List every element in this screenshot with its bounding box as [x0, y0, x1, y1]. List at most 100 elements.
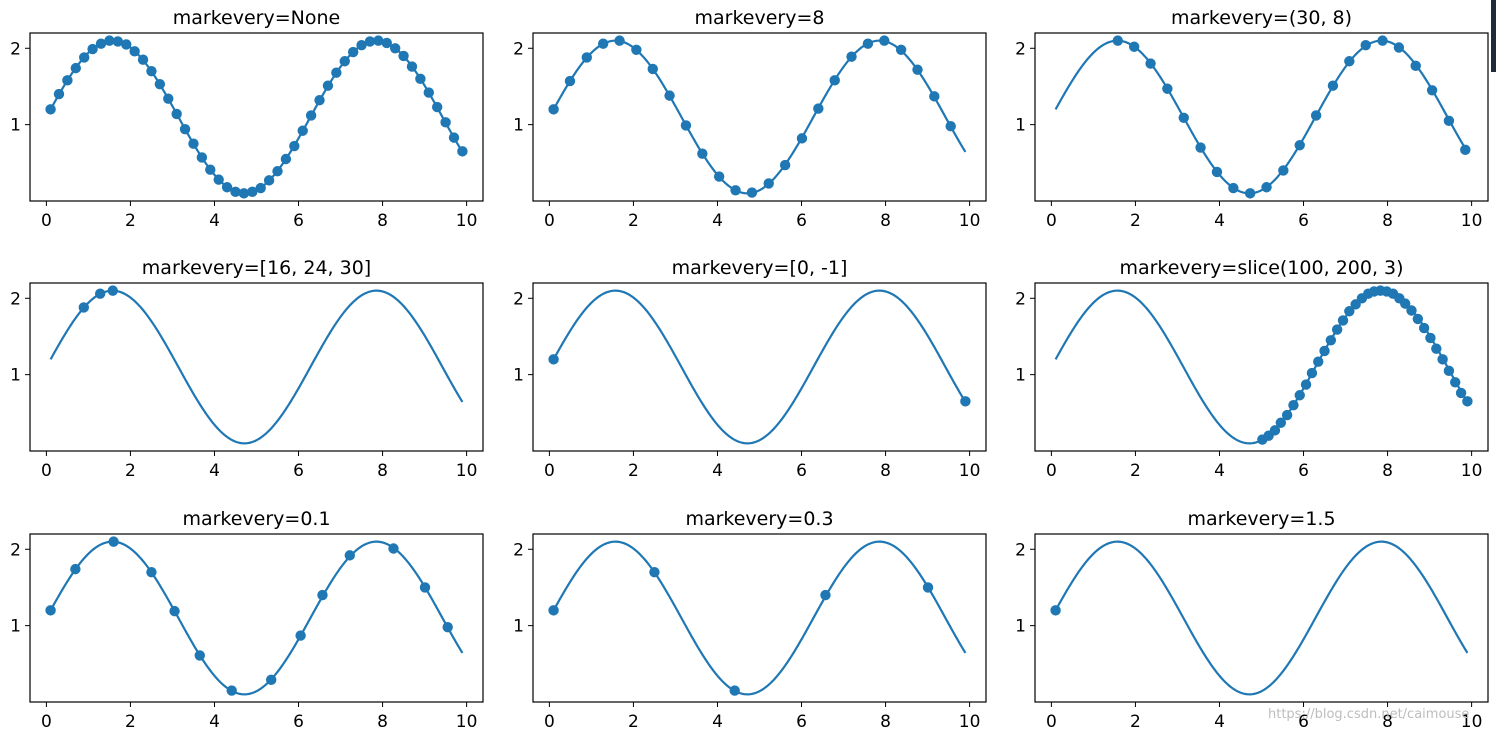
data-point-marker	[317, 589, 328, 601]
data-point-marker	[1455, 387, 1467, 399]
data-point-marker	[305, 110, 317, 121]
subplot-title: markevery=1.5	[1187, 508, 1335, 530]
y-tick-label: 1	[1015, 366, 1026, 386]
x-tick-label: 8	[377, 461, 388, 481]
data-point-marker	[108, 536, 119, 547]
data-point-marker	[419, 582, 431, 593]
data-point-marker	[548, 104, 559, 115]
data-point-marker	[196, 152, 208, 163]
data-point-marker	[322, 80, 334, 91]
data-point-marker	[188, 138, 199, 149]
x-tick-label: 4	[209, 712, 220, 732]
y-tick-label: 1	[1015, 617, 1026, 637]
data-point-marker	[381, 37, 392, 49]
data-point-marker	[1443, 115, 1455, 127]
series-line	[1054, 289, 1469, 445]
data-point-marker	[779, 159, 791, 171]
x-tick-label: 4	[209, 461, 220, 481]
data-point-marker	[1300, 379, 1312, 390]
data-point-marker	[137, 54, 149, 65]
x-tick-label: 0	[544, 461, 555, 481]
subplot-title: markevery=0.3	[685, 508, 833, 530]
data-point-marker	[1431, 343, 1442, 354]
data-point-marker	[1377, 35, 1388, 46]
data-point-marker	[1450, 377, 1461, 388]
data-point-marker	[213, 174, 224, 185]
data-point-marker	[1281, 409, 1293, 421]
x-tick-label: 2	[125, 211, 136, 231]
series-line	[49, 289, 464, 445]
data-point-marker	[1344, 56, 1355, 67]
data-point-marker	[929, 91, 940, 102]
x-tick-label: 10	[456, 712, 478, 732]
data-point-marker	[647, 63, 658, 75]
data-point-marker	[680, 120, 692, 131]
data-point-marker	[205, 164, 216, 175]
x-tick-label: 10	[959, 712, 981, 732]
data-point-marker	[1145, 58, 1156, 69]
data-point-marker	[266, 674, 277, 686]
data-point-marker	[597, 38, 609, 49]
data-point-marker	[314, 95, 325, 106]
x-tick-label: 8	[377, 211, 388, 231]
data-point-marker	[895, 44, 907, 55]
x-tick-label: 8	[1382, 461, 1393, 481]
x-tick-label: 0	[41, 712, 52, 732]
y-tick-label: 2	[10, 540, 21, 560]
data-point-marker	[1319, 345, 1330, 357]
data-point-marker	[45, 605, 56, 616]
axes-frame	[29, 282, 484, 452]
x-tick-label: 4	[1214, 712, 1225, 732]
data-point-marker	[364, 36, 376, 47]
data-point-marker	[154, 78, 166, 90]
x-tick-label: 10	[959, 461, 981, 481]
data-point-marker	[548, 605, 559, 616]
data-point-marker	[1050, 605, 1061, 616]
series-line	[552, 540, 967, 696]
x-tick-label: 6	[1298, 211, 1309, 231]
subplot-title: markevery=slice(100, 200, 3)	[1119, 257, 1403, 279]
data-point-marker	[960, 396, 971, 407]
x-tick-label: 8	[377, 712, 388, 732]
data-point-marker	[1418, 322, 1430, 334]
y-tick-label: 2	[1015, 289, 1026, 309]
data-point-marker	[95, 38, 107, 49]
y-tick-label: 1	[513, 366, 524, 386]
data-point-marker	[1112, 35, 1123, 46]
data-point-marker	[297, 125, 308, 136]
data-point-marker	[1278, 165, 1289, 176]
data-point-marker	[78, 302, 89, 313]
data-point-marker	[194, 650, 205, 661]
data-point-marker	[448, 132, 460, 143]
data-point-marker	[289, 140, 300, 152]
x-tick-label: 0	[544, 712, 555, 732]
data-point-marker	[746, 187, 758, 198]
series-line	[1054, 39, 1469, 195]
data-point-marker	[813, 103, 824, 114]
data-point-marker	[730, 185, 741, 196]
data-point-marker	[1195, 142, 1206, 153]
y-tick-label: 1	[513, 617, 524, 637]
data-point-marker	[431, 101, 443, 113]
data-point-marker	[763, 178, 774, 189]
x-tick-label: 2	[628, 211, 639, 231]
y-tick-label: 2	[513, 39, 524, 59]
data-point-marker	[564, 75, 576, 87]
x-tick-label: 2	[1130, 461, 1141, 481]
data-point-marker	[1426, 85, 1438, 96]
data-point-marker	[1325, 335, 1337, 346]
data-point-marker	[295, 630, 306, 641]
data-point-marker	[1331, 324, 1343, 335]
data-point-marker	[129, 46, 140, 57]
data-point-marker	[1211, 166, 1223, 178]
data-point-marker	[347, 46, 359, 58]
data-point-marker	[70, 62, 82, 74]
data-point-marker	[879, 35, 890, 46]
data-point-marker	[820, 589, 831, 601]
data-point-marker	[922, 582, 934, 593]
